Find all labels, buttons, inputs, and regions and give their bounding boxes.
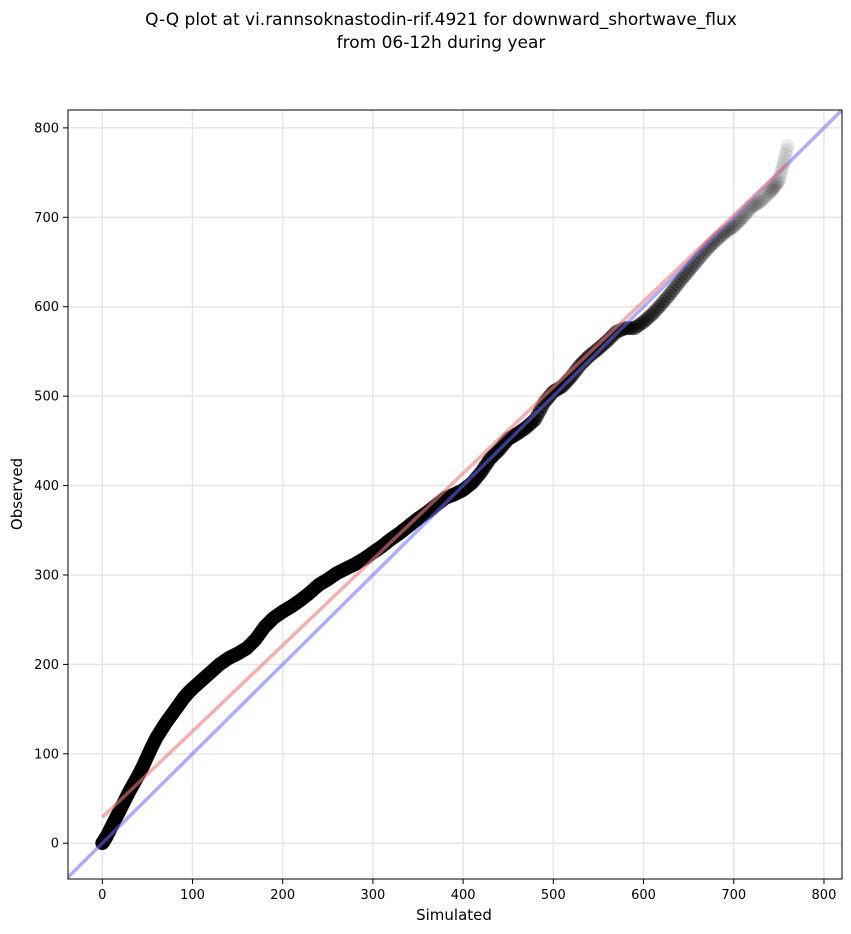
qq-point (776, 156, 791, 171)
x-tick-label: 0 (98, 888, 106, 903)
qq-point (645, 306, 660, 321)
qq-point (629, 319, 644, 334)
qq-point (654, 297, 669, 312)
qq-point (650, 301, 665, 316)
qq-point (641, 310, 656, 325)
qq-point (625, 321, 640, 336)
chart-title-line-1: Q-Q plot at vi.rannsoknastodin-rif.4921 … (145, 10, 737, 30)
qq-point (674, 272, 689, 287)
qq-point (751, 195, 766, 210)
qq-point (677, 269, 692, 284)
qq-point (589, 343, 604, 358)
qq-point (760, 187, 775, 202)
qq-point (779, 143, 794, 158)
y-tick-label: 800 (34, 121, 59, 136)
qq-point (632, 318, 647, 333)
qq-point (627, 321, 642, 336)
qq-point (778, 147, 793, 162)
qq-point (618, 321, 633, 336)
y-tick-label: 400 (34, 479, 59, 494)
y-tick-label: 300 (34, 568, 59, 583)
qq-point (636, 314, 651, 329)
qq-point (634, 316, 649, 331)
y-tick-label: 200 (34, 658, 59, 673)
qq-point (670, 277, 685, 292)
chart-title-line-2: from 06-12h during year (337, 33, 546, 53)
qq-point (668, 280, 683, 295)
reference-lines (68, 110, 842, 879)
x-tick-label: 500 (541, 888, 566, 903)
qq-point (643, 308, 658, 323)
x-axis-label: Simulated (416, 906, 492, 924)
qq-point (780, 138, 795, 153)
y-tick-label: 700 (34, 211, 59, 226)
x-tick-label: 600 (631, 888, 656, 903)
qq-point (756, 191, 771, 206)
qq-point (582, 348, 597, 363)
qq-point (584, 347, 599, 362)
qq-point (765, 182, 780, 197)
qq-point (672, 274, 687, 289)
identity-line (68, 110, 842, 879)
qq-point (652, 299, 667, 314)
qq-point (647, 304, 662, 319)
qq-point (763, 183, 778, 198)
x-tick-label: 200 (270, 888, 295, 903)
qq-point (586, 345, 601, 360)
x-tick-label: 800 (812, 888, 837, 903)
qq-point (665, 283, 680, 298)
x-tick-label: 700 (721, 888, 746, 903)
qq-point (762, 185, 777, 200)
plot-frame (67, 109, 843, 880)
qq-point (758, 189, 773, 204)
qq-point (638, 312, 653, 327)
qq-point (659, 291, 674, 306)
x-tick-label: 400 (451, 888, 476, 903)
qq-point (767, 179, 782, 194)
grid-lines (68, 110, 842, 879)
qq-point (766, 181, 781, 196)
qq-point (663, 286, 678, 301)
y-axis-label: Observed (8, 458, 26, 530)
qq-point (656, 294, 671, 309)
y-tick-label: 600 (34, 300, 59, 315)
y-tick-label: 500 (34, 390, 59, 405)
fit-line (101, 162, 790, 819)
y-tick-label: 0 (51, 837, 59, 852)
qq-point (661, 288, 676, 303)
y-axis-ticks: 0 100 200 300 400 500 600 700 800 (34, 121, 68, 852)
x-axis-ticks: 0 100 200 300 400 500 600 700 800 (98, 879, 836, 903)
qq-points (95, 138, 795, 851)
x-tick-label: 100 (180, 888, 205, 903)
x-tick-label: 300 (360, 888, 385, 903)
qq-point (753, 194, 768, 209)
y-tick-label: 100 (34, 747, 59, 762)
